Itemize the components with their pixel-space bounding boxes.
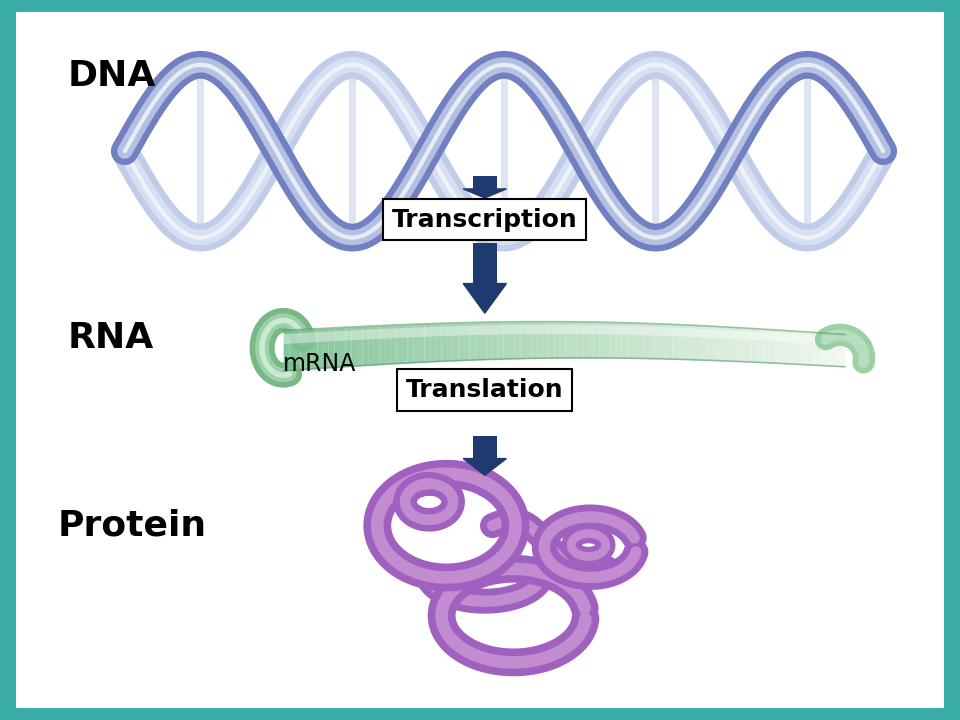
Text: mRNA: mRNA — [283, 351, 356, 376]
Polygon shape — [463, 401, 507, 410]
Bar — [472, 243, 497, 284]
Bar — [472, 389, 497, 401]
Polygon shape — [463, 459, 507, 475]
Bar — [472, 176, 497, 189]
Polygon shape — [463, 189, 507, 198]
Text: Transcription: Transcription — [392, 207, 578, 232]
Text: RNA: RNA — [67, 321, 154, 356]
Bar — [472, 436, 497, 459]
Text: Translation: Translation — [406, 378, 564, 402]
Polygon shape — [463, 284, 507, 313]
Text: Protein: Protein — [58, 508, 206, 543]
Text: DNA: DNA — [67, 58, 156, 93]
